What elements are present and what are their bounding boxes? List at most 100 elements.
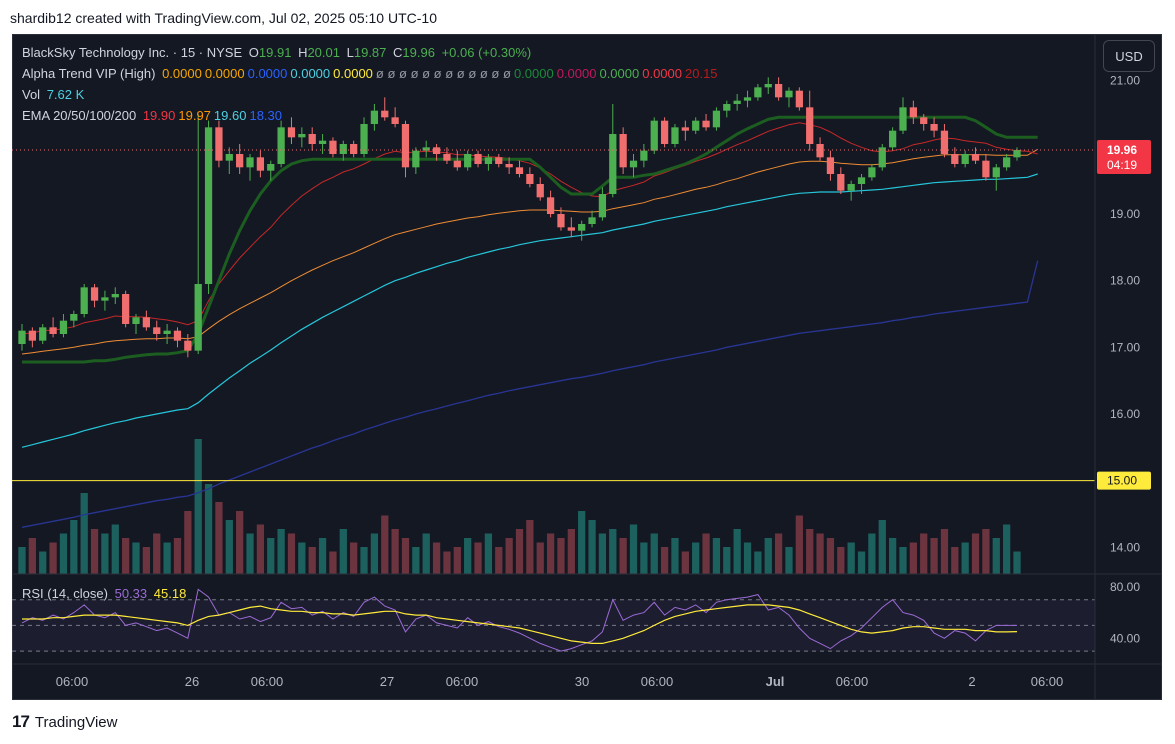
time-tick-label: 27 [380,674,394,689]
volume-bar [59,533,68,574]
candle-body [153,327,161,334]
volume-bar [432,542,441,574]
volume-bar [650,533,658,574]
volume-bar [609,529,617,574]
candle-body [868,167,876,178]
volume-bar [526,520,534,574]
candle-body [515,167,524,174]
candle-body [816,144,824,158]
volume-bar [692,542,700,574]
volume-bar [546,533,555,574]
horizontal-line-15 [12,149,1095,482]
volume-bar [39,551,47,574]
candle-body [163,330,171,334]
time-tick-label: 06:00 [251,674,284,689]
volume-bar [816,533,824,574]
candle-body [246,157,254,168]
volume-bar [515,529,524,574]
current-price-label: 19.96 [1107,143,1137,157]
candle-body [111,294,119,298]
volume-bar [1003,524,1011,574]
candle-body [888,130,897,148]
candle-body [692,120,700,131]
currency-button[interactable]: USD [1103,40,1155,72]
volume-bar [18,547,26,574]
legend-ema-value: 19.60 [213,108,247,123]
ema-lines [21,122,1039,528]
candle-body [526,174,534,184]
price-tick-label: 18.00 [1110,274,1140,288]
candle-body [723,104,731,111]
legend-alpha-value: 0.0000 [513,66,554,81]
time-tick-label: 06:00 [1031,674,1064,689]
candle-body [951,154,959,164]
time-tick-label: 30 [575,674,589,689]
candle-body [640,150,648,161]
candle-body [546,197,555,214]
legend-symbol: BlackSky Technology Inc. · 15 · NYSE [22,45,243,60]
time-tick-label: 26 [185,674,199,689]
volume-bar [246,533,254,574]
volume-bar [173,538,182,574]
legend-symbol-row: BlackSky Technology Inc. · 15 · NYSE O19… [22,45,534,60]
chart-frame[interactable] [12,34,1162,700]
candle-body [370,110,379,124]
candle-body [339,144,347,154]
volume-bar [785,547,793,574]
volume-bar [464,538,472,574]
candle-body [132,317,140,324]
volume-bar [308,547,316,574]
candle-body [391,117,399,124]
candles [18,77,1021,358]
volume-bar [930,538,938,574]
volume-bar [909,542,917,574]
legend-alpha-value: 0.0000 [290,66,331,81]
candle-body [774,84,783,98]
candle-body [733,100,741,104]
candle-body [702,120,710,128]
candle-body [961,154,969,164]
candle-body [101,297,109,301]
candle-body [329,140,337,154]
candle-body [318,140,327,144]
candle-body [443,154,451,161]
legend-rsi-value: 50.33 [114,586,148,601]
time-tick-label: 06:00 [56,674,89,689]
volume-bar [702,533,710,574]
price-chart[interactable]: 21.0020.0019.0018.0017.0016.0014.0015.00… [12,34,1162,700]
candle-body [39,327,47,341]
candle-body [49,327,57,334]
legend-l-value: 19.87 [353,45,387,60]
legend-h-label: H [298,45,308,60]
volume-bar [111,524,119,574]
volume-bar [971,533,980,574]
candle-body [878,147,886,168]
legend-ema-value: 19.90 [142,108,176,123]
volume-bar [557,538,565,574]
volume-bar [412,547,420,574]
volume-bar [920,533,928,574]
candle-body [59,320,68,334]
legend-rsi-title: RSI (14, close) [22,586,108,601]
candle-body [660,120,669,144]
volume-bar [660,547,669,574]
legend-alpha-value: 0.0000 [162,66,202,81]
candle-body [256,157,265,171]
volume-bar [940,529,949,574]
volume-bar [298,542,306,574]
volume-bar [567,529,575,574]
volume-bar [951,547,959,574]
volume-bar [153,533,161,574]
candle-body [194,284,202,351]
volume-bar [277,529,285,574]
candle-body [236,154,244,168]
candle-body [681,127,689,131]
volume-bar [826,538,835,574]
hline-price-tag [1097,471,1151,490]
chart-attribution: shardib12 created with TradingView.com, … [10,10,437,26]
candle-body [184,340,192,351]
volume-bars [18,439,1021,574]
volume-bar [422,533,430,574]
volume-bar [101,533,109,574]
candle-body [215,127,223,161]
